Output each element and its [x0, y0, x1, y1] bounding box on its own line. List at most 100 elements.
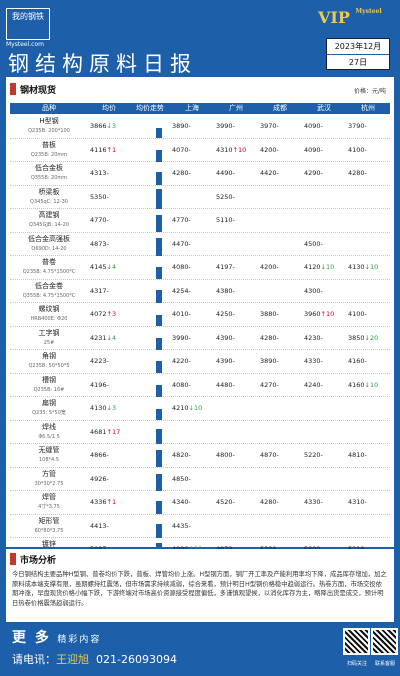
average-price: 4926- — [90, 475, 130, 483]
trend-bar — [156, 361, 162, 373]
table-row: 无缝管 108*4.5 4866- 4820- 4800- 4870- 5220- 4810- — [10, 444, 390, 468]
city-price: 4870- — [260, 451, 279, 459]
city-price: 4280- — [172, 169, 191, 177]
price-change: - — [106, 192, 109, 201]
average-value: 4313 — [90, 169, 107, 177]
product-name: 普卷 — [42, 258, 56, 266]
column-header: 广州 — [229, 104, 243, 112]
city-price: 4340- — [172, 498, 191, 506]
city-price: 4390- — [216, 357, 235, 365]
price-change: ↓3 — [106, 122, 117, 130]
qr-code-icon[interactable] — [371, 628, 398, 655]
mysteel-logo: 我的钢铁 — [6, 8, 50, 40]
average-price: 4866- — [90, 451, 130, 459]
vip-label: VIP — [318, 8, 350, 27]
market-analysis: 市场分析 今日钢结构主要品种H型钢、普卷均价下跌，普板、焊管均价上涨。H型钢方面… — [6, 549, 394, 622]
price-change: ↓3 — [106, 404, 117, 412]
city-price: 4480- — [216, 380, 235, 389]
city-price: 4280- — [260, 333, 279, 342]
product-name: 无缝管 — [38, 446, 60, 454]
price-table-body: H型钢 Q235B: 200*100 3866↓3 3890- 3990- 3970- 40… — [10, 115, 390, 585]
city-price: 3850↓20 — [348, 334, 378, 342]
average-price: 4223- — [90, 357, 130, 365]
product-name: 高建钢 — [38, 211, 60, 219]
price-change: ↑3 — [106, 310, 117, 318]
price-change: - — [106, 169, 109, 177]
city-price: 4200- — [260, 145, 279, 154]
city-price: 3890- — [260, 357, 279, 365]
city-price: 5220- — [304, 451, 323, 459]
city-price: 4200- — [260, 263, 279, 271]
product-spec: Q345GJB: 14-20 — [28, 222, 70, 228]
average-price: 4317- — [90, 287, 130, 295]
price-card: 钢材现货 价格：元/吨 品种 均价 均价走势 上海 广州 成都 武汉 杭州 H型钢 Q235B:… — [6, 77, 394, 585]
city-price-change: ↓10 — [364, 380, 379, 389]
average-value: 4681 — [90, 427, 107, 436]
city-price: 4490- — [216, 169, 235, 177]
city-price: 4330- — [304, 357, 323, 365]
average-value: 4866 — [90, 451, 107, 459]
average-value: 4336 — [90, 498, 107, 506]
product-spec: 25# — [43, 339, 55, 346]
city-price: 5250- — [216, 192, 235, 201]
city-price-value: 4310 — [216, 145, 233, 154]
product-spec: Q690D: 14-20 — [31, 245, 67, 252]
product-name: 低合金板 — [35, 164, 63, 172]
product-name: 矩形管 — [38, 516, 60, 525]
table-row: 槽钢 Q235B: 16# 4196- 4080- 4480- 4270- 4240- 416… — [10, 374, 390, 397]
product-name: 低合金卷 — [35, 281, 63, 290]
average-price: 4681↑17 — [90, 428, 130, 436]
table-row: 桥梁板 Q345qC: 12-30 5350- 5250- — [10, 186, 390, 209]
city-price: 3990- — [216, 122, 235, 130]
market-section-title: 市场分析 — [20, 555, 57, 566]
trend-bar — [156, 384, 162, 397]
price-change: - — [106, 286, 109, 295]
logo-text: 我的钢铁 — [12, 12, 44, 21]
average-value: 4873 — [90, 239, 107, 248]
price-change: ↓4 — [106, 333, 117, 342]
qr-code-icon[interactable] — [343, 628, 370, 655]
table-row: 低合金卷 Q355B: 4.75*1500*C 4317- 4254- 4380- 430… — [10, 280, 390, 303]
product-name: 低合金高强板 — [28, 234, 70, 243]
city-price: 4310↑10 — [216, 146, 246, 154]
city-price: 4090- — [304, 145, 323, 154]
more-label: 更 多 — [12, 630, 51, 646]
column-header: 武汉 — [317, 104, 331, 112]
average-value: 4145 — [90, 263, 107, 271]
trend-bar — [156, 315, 162, 326]
contact-name: 王迎旭 — [56, 653, 89, 666]
vip-small: Mysteel — [355, 8, 382, 15]
table-row: 螺纹钢 HRB400E: Φ20 4072↑3 4010- 4250- 3880- 3960… — [10, 303, 390, 327]
product-name: 焊线 — [42, 422, 56, 431]
city-price: 4280- — [348, 169, 367, 177]
price-change: ↑17 — [106, 427, 121, 436]
contact-phone[interactable]: 021-26093094 — [96, 653, 177, 666]
city-price-value: 3960 — [304, 310, 321, 318]
market-analysis-text: 今日钢结构主要品种H型钢、普卷均价下跌，普板、焊管均价上涨。H型钢方面，钢厂开工… — [12, 571, 387, 607]
column-header: 杭州 — [361, 104, 375, 112]
column-header: 成都 — [273, 104, 287, 112]
price-change: - — [106, 357, 109, 365]
price-change: - — [106, 216, 109, 224]
trend-bar — [156, 172, 162, 185]
product-spec: Q235B: 50*50*5 — [28, 363, 70, 369]
city-price: 4254- — [172, 286, 191, 295]
average-price: 4770- — [90, 216, 130, 224]
table-row: 角钢 Q235B: 50*50*5 4223- 4220- 4390- 3890- 4330… — [10, 350, 390, 374]
product-spec: 4寸*3.75 — [38, 504, 60, 510]
city-price: 4280- — [260, 498, 279, 506]
column-header: 品种 — [42, 104, 56, 112]
column-header: 上海 — [185, 104, 199, 112]
average-price: 4336↑1 — [90, 498, 130, 506]
city-price: 4090- — [304, 122, 323, 130]
product-name: 螺纹钢 — [38, 305, 60, 313]
qr2-label: 联系客服 — [374, 661, 395, 667]
price-change: - — [106, 239, 109, 248]
price-change: - — [106, 521, 109, 530]
city-price: 4250- — [216, 310, 235, 318]
contact-label: 请电讯： — [12, 653, 56, 666]
more-content: 更 多 精彩内容 — [12, 627, 101, 647]
section-marker-icon — [10, 553, 16, 565]
price-section-title: 钢材现货 — [20, 85, 57, 96]
city-price-value: 4130 — [348, 263, 365, 271]
